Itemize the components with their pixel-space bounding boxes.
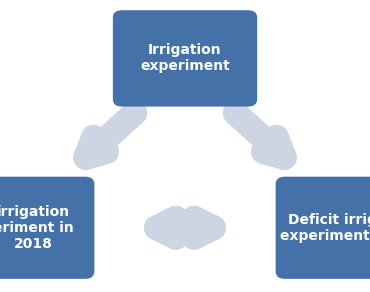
FancyBboxPatch shape: [0, 177, 94, 279]
Text: Irrigation
experiment: Irrigation experiment: [140, 43, 230, 74]
FancyBboxPatch shape: [113, 10, 257, 107]
Text: Deficit irriga
experiment  in: Deficit irriga experiment in: [280, 213, 370, 243]
Text: irrigation
eriment in
2018: irrigation eriment in 2018: [0, 205, 74, 251]
FancyBboxPatch shape: [276, 177, 370, 279]
